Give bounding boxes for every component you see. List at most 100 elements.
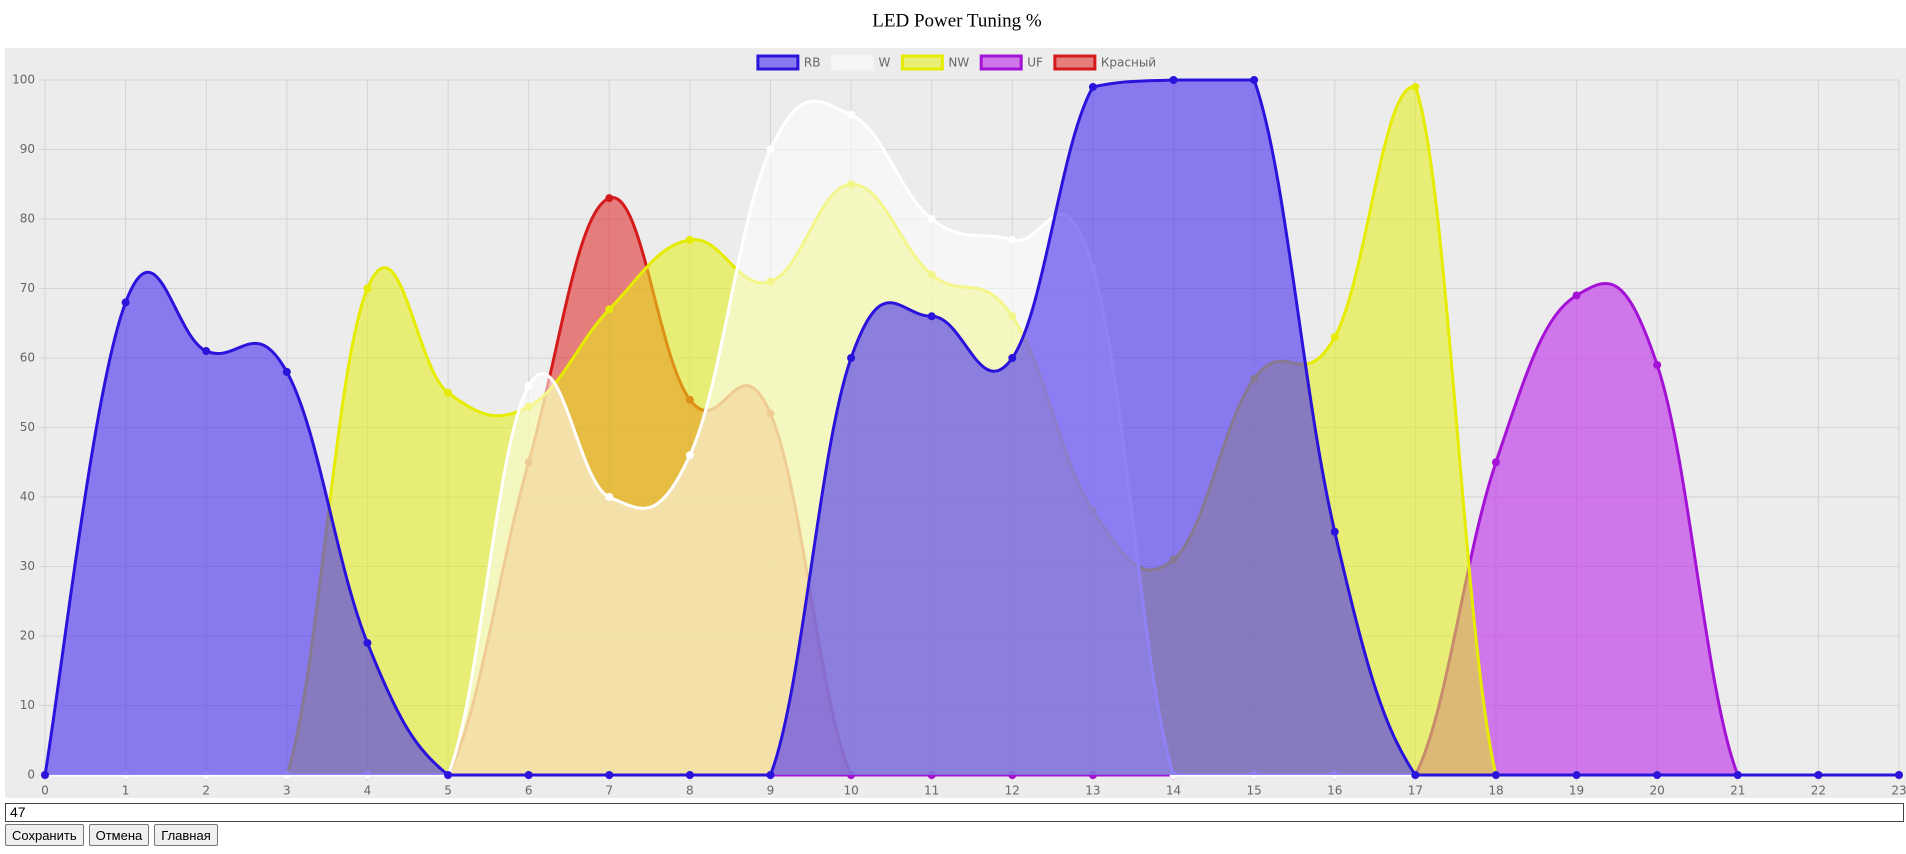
x-tick-label: 11 — [924, 784, 939, 798]
x-tick-label: 18 — [1488, 784, 1503, 798]
point — [1250, 76, 1259, 84]
point — [524, 381, 533, 390]
point — [1169, 76, 1178, 84]
x-tick-label: 2 — [202, 784, 210, 798]
point — [605, 493, 614, 501]
x-tick-label: 10 — [843, 784, 858, 798]
x-tick-label: 22 — [1811, 784, 1826, 798]
y-tick-label: 80 — [20, 212, 35, 226]
y-tick-label: 20 — [20, 629, 35, 643]
x-tick-label: 23 — [1891, 784, 1906, 798]
legend-swatch — [900, 54, 944, 71]
legend-swatch — [756, 54, 800, 71]
point — [41, 771, 49, 779]
point — [444, 388, 453, 397]
point — [121, 298, 130, 307]
x-tick-label: 6 — [525, 784, 533, 798]
legend-item[interactable]: NW — [900, 54, 969, 71]
x-tick-label: 21 — [1730, 784, 1745, 798]
x-tick-label: 9 — [767, 784, 775, 798]
legend-item[interactable]: RB — [756, 54, 821, 71]
point — [927, 312, 936, 321]
point — [202, 347, 211, 356]
button[interactable]: Сохранить — [5, 824, 84, 846]
legend-item[interactable]: Красный — [1053, 54, 1156, 71]
point — [1491, 771, 1500, 779]
point — [847, 354, 856, 362]
y-tick-label: 70 — [20, 281, 35, 295]
point — [685, 235, 694, 244]
x-tick-label: 14 — [1166, 784, 1181, 798]
legend-label: RB — [804, 56, 821, 70]
legend-swatch — [830, 54, 874, 71]
x-tick-label: 1 — [122, 784, 130, 798]
button-bar: Сохранить Отмена Главная — [5, 824, 218, 846]
x-tick-label: 0 — [41, 784, 49, 798]
point — [1008, 354, 1017, 362]
y-tick-label: 10 — [20, 698, 35, 712]
x-tick-label: 13 — [1085, 784, 1100, 798]
point — [363, 638, 372, 647]
point — [444, 771, 453, 779]
point — [1572, 291, 1581, 300]
chart: LED Power Tuning % 010203040506070809010… — [5, 10, 1906, 798]
button[interactable]: Отмена — [88, 824, 150, 846]
point — [1653, 360, 1662, 369]
point — [685, 771, 694, 779]
point — [363, 284, 372, 293]
legend-item[interactable]: W — [830, 54, 890, 71]
y-tick-label: 90 — [20, 142, 35, 156]
y-tick-label: 30 — [20, 559, 35, 573]
point — [1814, 771, 1823, 779]
x-tick-label: 19 — [1569, 784, 1584, 798]
x-tick-label: 20 — [1650, 784, 1665, 798]
point — [766, 145, 775, 154]
y-tick-label: 50 — [20, 420, 35, 434]
point — [1330, 527, 1339, 536]
legend-label: NW — [948, 56, 969, 70]
x-tick-label: 7 — [605, 784, 613, 798]
point — [1411, 82, 1420, 91]
legend-label: UF — [1027, 56, 1043, 70]
point — [685, 451, 694, 460]
x-tick-label: 12 — [1005, 784, 1020, 798]
legend-swatch — [979, 54, 1023, 71]
point — [1491, 458, 1500, 467]
button[interactable]: Главная — [154, 824, 218, 846]
x-tick-label: 8 — [686, 784, 694, 798]
point — [1733, 771, 1742, 779]
y-tick-label: 0 — [27, 768, 35, 782]
legend-item[interactable]: UF — [979, 54, 1043, 71]
y-tick-label: 100 — [12, 73, 35, 87]
point — [605, 305, 614, 314]
point — [1088, 82, 1097, 91]
y-tick-label: 40 — [20, 490, 35, 504]
point — [847, 110, 856, 119]
x-tick-label: 17 — [1408, 784, 1423, 798]
chart-title: LED Power Tuning % — [872, 10, 1042, 31]
x-tick-label: 4 — [364, 784, 372, 798]
point — [766, 771, 775, 779]
point — [1572, 771, 1581, 779]
legend-label: Красный — [1101, 56, 1156, 70]
point — [1008, 235, 1017, 244]
x-tick-label: 3 — [283, 784, 291, 798]
legend-label: W — [878, 56, 890, 70]
point — [1330, 333, 1339, 342]
point — [1653, 771, 1662, 779]
point — [927, 215, 936, 223]
point — [282, 367, 291, 376]
legend-swatch — [1053, 54, 1097, 71]
area-fill — [45, 283, 1899, 775]
point — [524, 771, 533, 779]
y-tick-label: 60 — [20, 351, 35, 365]
point — [1895, 771, 1903, 779]
x-tick-label: 16 — [1327, 784, 1342, 798]
value-input[interactable]: 47 — [5, 803, 1904, 822]
point — [605, 194, 614, 203]
point — [605, 771, 614, 779]
point — [1411, 771, 1420, 779]
x-tick-label: 5 — [444, 784, 452, 798]
x-tick-label: 15 — [1246, 784, 1261, 798]
